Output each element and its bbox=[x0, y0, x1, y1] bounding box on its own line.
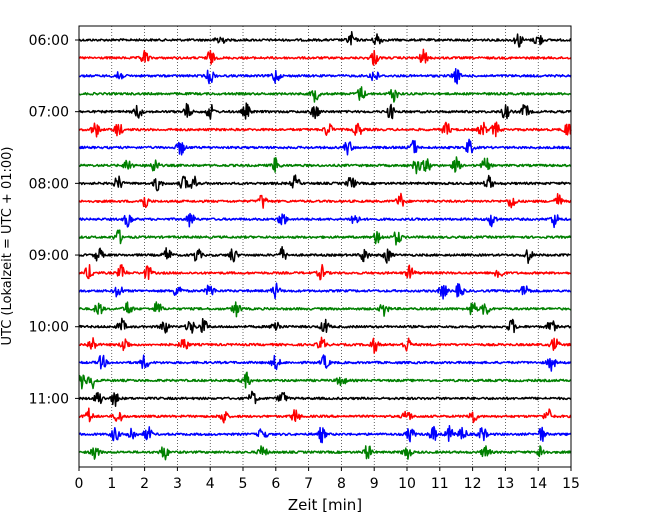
trace-row bbox=[78, 68, 572, 85]
seismogram-traces bbox=[78, 31, 572, 461]
x-tick-label: 6 bbox=[271, 476, 280, 492]
x-tick-label: 7 bbox=[304, 476, 313, 492]
x-tick-label: 13 bbox=[496, 476, 514, 492]
trace-row bbox=[78, 121, 572, 138]
x-tick-label: 11 bbox=[431, 476, 449, 492]
x-tick-label: 1 bbox=[107, 476, 116, 492]
trace-row bbox=[78, 138, 572, 156]
trace-row bbox=[78, 246, 572, 264]
y-tick-label: 07:00 bbox=[29, 105, 69, 121]
x-tick-label: 14 bbox=[529, 476, 547, 492]
x-tick-label: 3 bbox=[173, 476, 182, 492]
trace-row bbox=[78, 445, 572, 461]
trace-row bbox=[78, 354, 572, 372]
x-axis-ticks: 0 1 2 3 4 5 6 7 8 9 10 11 12 13 14 15 bbox=[75, 467, 580, 492]
x-tick-label: 8 bbox=[337, 476, 346, 492]
trace-row bbox=[78, 31, 572, 48]
x-tick-label: 10 bbox=[398, 476, 416, 492]
trace-row bbox=[78, 48, 572, 66]
y-tick-label: 11:00 bbox=[29, 391, 69, 407]
y-tick-label: 09:00 bbox=[29, 248, 69, 264]
trace-row bbox=[78, 407, 572, 424]
trace-row bbox=[78, 282, 572, 300]
x-tick-label: 0 bbox=[75, 476, 84, 492]
trace-row bbox=[78, 390, 572, 407]
trace-row bbox=[78, 263, 572, 281]
trace-row bbox=[78, 174, 572, 192]
x-tick-label: 9 bbox=[370, 476, 379, 492]
y-axis-ticks: 06:00 07:00 08:00 09:00 10:00 11:00 bbox=[29, 33, 79, 407]
x-axis-label: Zeit [min] bbox=[288, 496, 362, 514]
y-tick-label: 06:00 bbox=[29, 33, 69, 49]
trace-row bbox=[78, 212, 572, 229]
plot-frame bbox=[78, 25, 572, 468]
trace-row bbox=[78, 192, 572, 209]
x-tick-label: 15 bbox=[562, 476, 580, 492]
y-axis-label: UTC (Lokalzeit = UTC + 01:00) bbox=[0, 147, 15, 346]
x-tick-label: 5 bbox=[239, 476, 248, 492]
x-tick-label: 12 bbox=[464, 476, 482, 492]
trace-row bbox=[78, 86, 572, 103]
trace-row bbox=[78, 424, 572, 444]
trace-row bbox=[78, 156, 572, 175]
trace-row bbox=[78, 229, 572, 246]
trace-row bbox=[78, 102, 572, 120]
trace-row bbox=[78, 317, 572, 334]
y-tick-label: 08:00 bbox=[29, 176, 69, 192]
trace-row bbox=[78, 371, 572, 390]
trace-row bbox=[78, 336, 572, 354]
x-tick-label: 4 bbox=[206, 476, 215, 492]
y-tick-label: 10:00 bbox=[29, 320, 69, 336]
trace-row bbox=[78, 301, 572, 318]
x-tick-label: 2 bbox=[140, 476, 149, 492]
